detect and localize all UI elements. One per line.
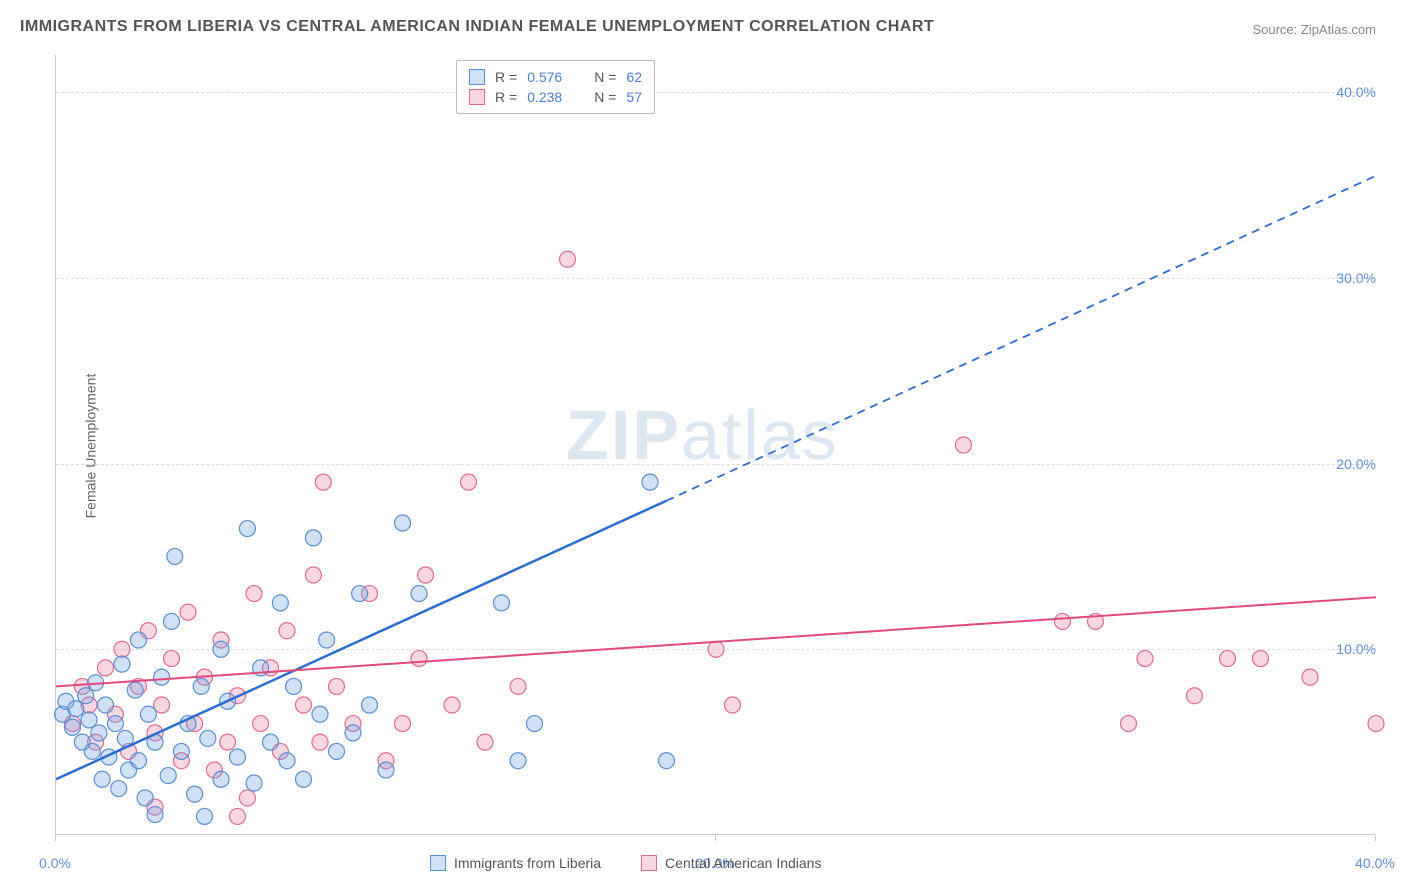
legend-row-series-1: R = 0.238 N = 57: [469, 87, 642, 107]
ytick-label: 30.0%: [1336, 270, 1376, 286]
scatter-svg: [56, 55, 1375, 834]
series-legend: Immigrants from Liberia Central American…: [430, 855, 821, 871]
correlation-legend: R = 0.576 N = 62 R = 0.238 N = 57: [456, 60, 655, 114]
swatch-series-0: [469, 69, 485, 85]
source-label: Source:: [1252, 22, 1300, 37]
legend-item-1: Central American Indians: [641, 855, 821, 871]
r-value-1: 0.238: [527, 89, 562, 105]
r-label-0: R =: [495, 69, 517, 85]
source-attribution: Source: ZipAtlas.com: [1252, 22, 1376, 37]
ytick-label: 20.0%: [1336, 456, 1376, 472]
xtick-label: 0.0%: [39, 855, 71, 871]
swatch-bottom-1: [641, 855, 657, 871]
swatch-bottom-0: [430, 855, 446, 871]
source-name: ZipAtlas.com: [1301, 22, 1376, 37]
legend-item-0: Immigrants from Liberia: [430, 855, 601, 871]
chart-container: IMMIGRANTS FROM LIBERIA VS CENTRAL AMERI…: [0, 0, 1406, 892]
xtick-label: 40.0%: [1355, 855, 1395, 871]
n-label-1: N =: [594, 89, 616, 105]
n-label-0: N =: [594, 69, 616, 85]
plot-area: ZIPatlas R = 0.576 N = 62 R = 0.238 N = …: [55, 55, 1375, 835]
legend-row-series-0: R = 0.576 N = 62: [469, 67, 642, 87]
legend-label-1: Central American Indians: [665, 855, 821, 871]
swatch-series-1: [469, 89, 485, 105]
chart-title: IMMIGRANTS FROM LIBERIA VS CENTRAL AMERI…: [20, 18, 934, 36]
r-value-0: 0.576: [527, 69, 562, 85]
r-label-1: R =: [495, 89, 517, 105]
ytick-label: 10.0%: [1336, 641, 1376, 657]
legend-label-0: Immigrants from Liberia: [454, 855, 601, 871]
ytick-label: 40.0%: [1336, 84, 1376, 100]
n-value-0: 62: [626, 69, 642, 85]
n-value-1: 57: [626, 89, 642, 105]
